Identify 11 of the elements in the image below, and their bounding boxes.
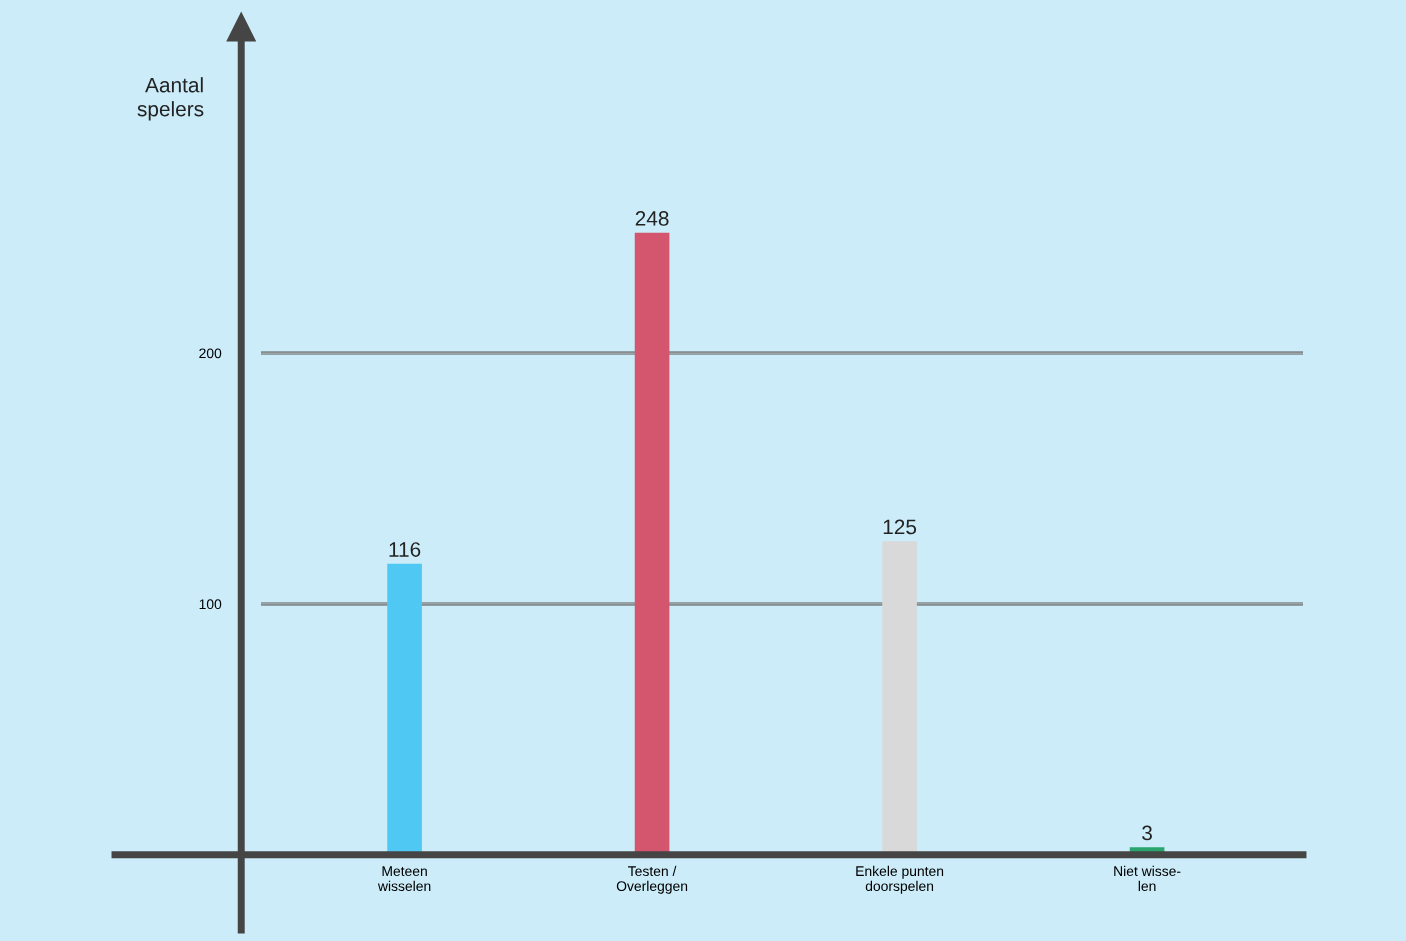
y-tick-label: 200 — [199, 348, 222, 359]
x-tick-label: Enkele punten doorspelen — [856, 865, 944, 894]
data-label: 248 — [635, 211, 669, 226]
data-label: 125 — [883, 519, 917, 535]
x-tick-label: Meteen wisselen — [377, 866, 431, 892]
y-axis-title: Aantal spelers — [137, 77, 204, 121]
data-label: 3 — [1142, 825, 1152, 841]
x-tick-label: Niet wisse- len — [1114, 865, 1181, 892]
x-tick-label: Testen / Overleggen — [616, 865, 688, 894]
y-tick-label: 100 — [199, 599, 222, 610]
data-label: 116 — [389, 542, 421, 557]
